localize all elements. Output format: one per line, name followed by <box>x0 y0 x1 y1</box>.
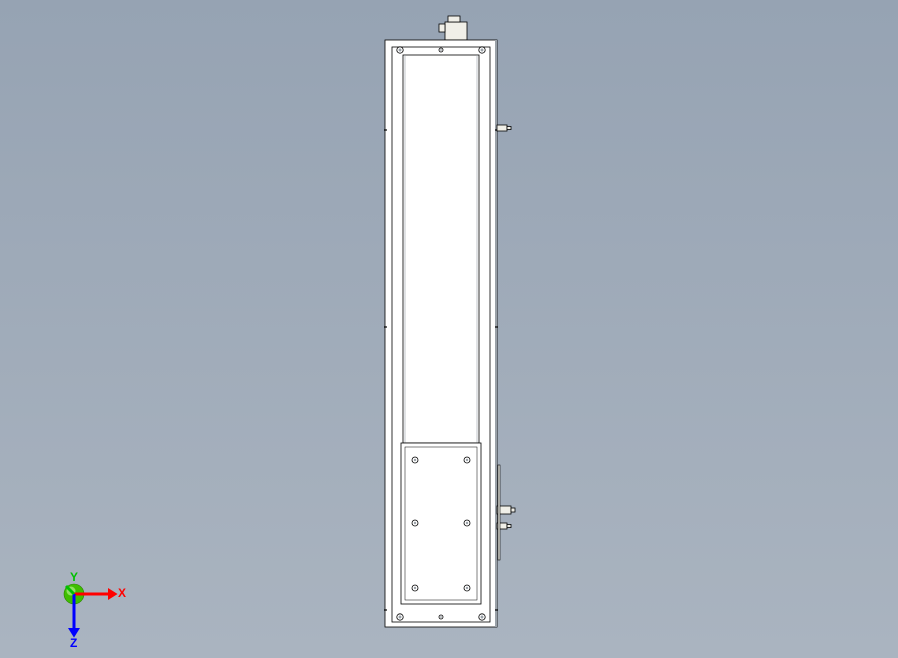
orientation-triad[interactable]: X Y Z <box>54 574 144 658</box>
cad-viewport[interactable]: X Y Z <box>0 0 898 658</box>
axis-z-label: Z <box>70 636 77 650</box>
triad-svg <box>54 574 144 658</box>
axis-x-label: X <box>118 586 126 600</box>
model-render[interactable] <box>0 0 898 658</box>
axis-y-label: Y <box>70 570 78 584</box>
